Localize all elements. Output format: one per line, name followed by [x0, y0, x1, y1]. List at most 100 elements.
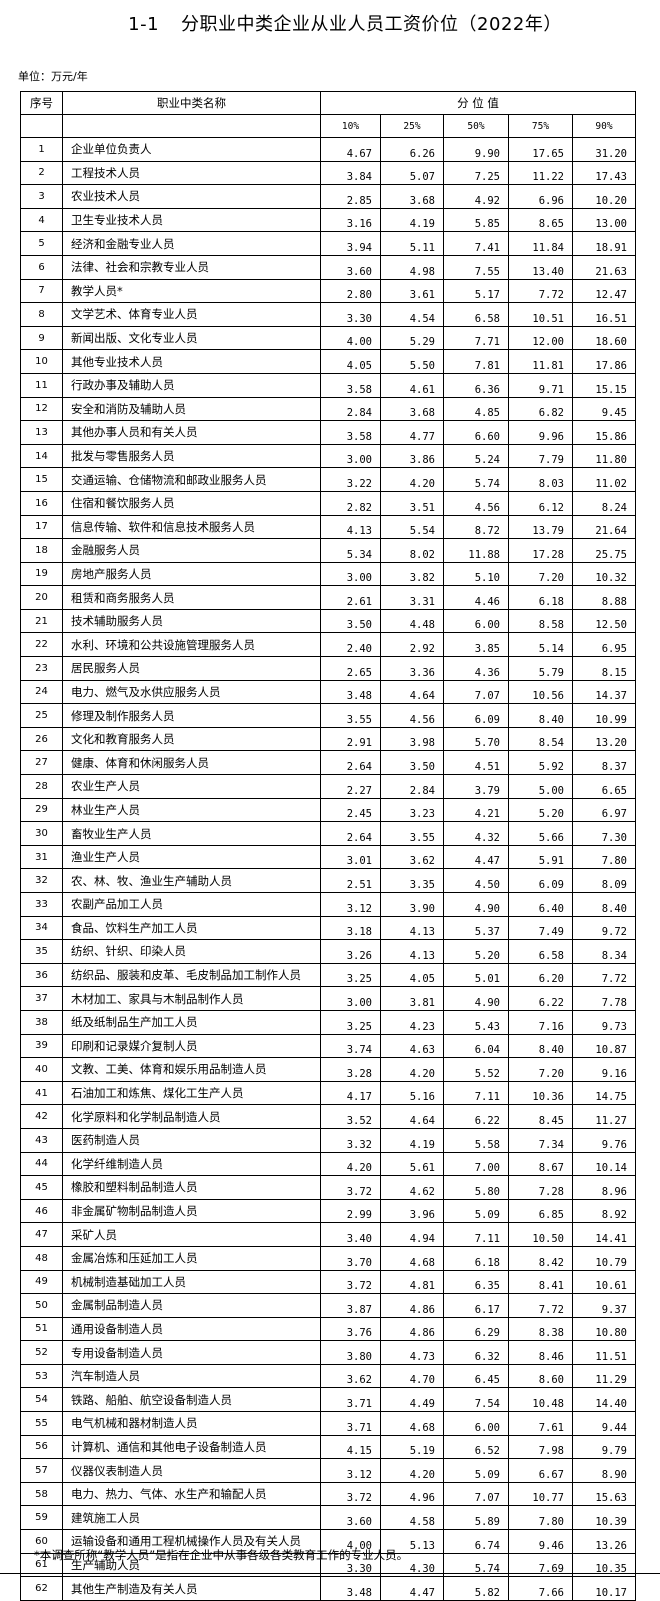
table-row: 15 交通运输、仓储物流和邮政业服务人员 3.22 4.20 5.74 8.03 11.02 — [20, 467, 636, 492]
value-p90: 17.86 — [572, 349, 636, 374]
value-p90: 8.92 — [572, 1198, 636, 1224]
table-row: 6 法律、社会和宗教专业人员 3.60 4.98 7.55 13.40 21.63 — [20, 254, 636, 280]
value-p50: 11.88 — [443, 538, 509, 563]
value-p75: 8.03 — [508, 467, 573, 492]
value-p25: 5.61 — [380, 1151, 444, 1177]
value-p75: 10.56 — [508, 679, 573, 705]
value-p10: 3.62 — [320, 1363, 381, 1389]
value-p75: 7.98 — [508, 1434, 573, 1460]
value-p90: 8.88 — [572, 585, 636, 610]
value-p50: 4.32 — [443, 821, 509, 846]
value-p75: 9.46 — [508, 1529, 573, 1554]
row-name: 农业技术人员 — [62, 184, 321, 209]
footnote: *本调查所称“教学人员”是指在企业中从事各级各类教育工作的专业人员。 — [34, 1548, 409, 1562]
row-name: 化学纤维制造人员 — [62, 1151, 321, 1177]
row-seq: 55 — [20, 1411, 63, 1436]
value-p25: 4.20 — [380, 1057, 444, 1082]
value-p75: 5.66 — [508, 821, 573, 846]
value-p50: 7.25 — [443, 160, 509, 186]
value-p10: 3.25 — [320, 1009, 381, 1035]
value-p75: 17.65 — [508, 137, 573, 162]
value-p75: 6.58 — [508, 939, 573, 964]
row-name: 健康、体育和休闲服务人员 — [62, 750, 321, 776]
table-row: 39 印刷和记录媒介复制人员 3.74 4.63 6.04 8.40 10.87 — [20, 1033, 636, 1059]
value-p50: 3.79 — [443, 774, 509, 799]
value-p25: 5.19 — [380, 1434, 444, 1460]
row-name: 水利、环境和公共设施管理服务人员 — [62, 632, 321, 658]
table-row: 3 农业技术人员 2.85 3.68 4.92 6.96 10.20 — [20, 184, 636, 209]
value-p75: 8.46 — [508, 1340, 573, 1365]
table-row: 30 畜牧业生产人员 2.64 3.55 4.32 5.66 7.30 — [20, 821, 636, 846]
row-name: 企业单位负责人 — [62, 137, 321, 162]
table-row: 53 汽车制造人员 3.62 4.70 6.45 8.60 11.29 — [20, 1363, 636, 1389]
value-p75: 8.38 — [508, 1316, 573, 1342]
value-p25: 4.64 — [380, 679, 444, 705]
value-p50: 5.52 — [443, 1057, 509, 1082]
value-p90: 9.76 — [572, 1127, 636, 1153]
value-p75: 8.54 — [508, 726, 573, 752]
value-p75: 10.50 — [508, 1222, 573, 1247]
table-row: 24 电力、燃气及水供应服务人员 3.48 4.64 7.07 10.56 14.37 — [20, 679, 636, 705]
row-seq: 31 — [20, 844, 63, 870]
value-p10: 4.17 — [320, 1080, 381, 1106]
value-p50: 5.09 — [443, 1458, 509, 1483]
header-p10: 10% — [320, 114, 381, 138]
value-p90: 11.02 — [572, 467, 636, 492]
row-seq: 43 — [20, 1127, 63, 1153]
row-name: 铁路、船舶、航空设备制造人员 — [62, 1387, 321, 1413]
value-p10: 3.74 — [320, 1033, 381, 1059]
value-p50: 7.71 — [443, 325, 509, 351]
value-p50: 7.11 — [443, 1222, 509, 1247]
value-p75: 8.65 — [508, 207, 573, 233]
value-p10: 2.61 — [320, 585, 381, 610]
header-percentile-group: 分 位 值 — [320, 91, 636, 115]
value-p75: 7.20 — [508, 561, 573, 587]
value-p50: 5.70 — [443, 726, 509, 752]
value-p90: 9.79 — [572, 1434, 636, 1460]
table-row: 27 健康、体育和休闲服务人员 2.64 3.50 4.51 5.92 8.37 — [20, 750, 636, 776]
table-row: 55 电气机械和器材制造人员 3.71 4.68 6.00 7.61 9.44 — [20, 1411, 636, 1436]
value-p90: 8.90 — [572, 1458, 636, 1483]
value-p25: 4.70 — [380, 1363, 444, 1389]
value-p90: 8.15 — [572, 656, 636, 681]
value-p50: 6.00 — [443, 1411, 509, 1436]
row-name: 法律、社会和宗教专业人员 — [62, 254, 321, 280]
value-p25: 2.92 — [380, 632, 444, 658]
value-p90: 13.20 — [572, 726, 636, 752]
value-p50: 7.11 — [443, 1080, 509, 1106]
table-row: 9 新闻出版、文化专业人员 4.00 5.29 7.71 12.00 18.60 — [20, 325, 636, 351]
value-p25: 4.96 — [380, 1481, 444, 1507]
value-p90: 6.65 — [572, 774, 636, 799]
value-p90: 7.72 — [572, 962, 636, 988]
row-seq: 57 — [20, 1458, 63, 1483]
row-seq: 39 — [20, 1033, 63, 1059]
value-p90: 18.60 — [572, 325, 636, 351]
value-p90: 10.79 — [572, 1245, 636, 1271]
row-name: 金属制品制造人员 — [62, 1293, 321, 1318]
value-p25: 4.64 — [380, 1104, 444, 1129]
value-p50: 5.17 — [443, 278, 509, 304]
header-empty — [20, 114, 63, 138]
table-row: 42 化学原料和化学制品制造人员 3.52 4.64 6.22 8.45 11.27 — [20, 1104, 636, 1129]
value-p75: 5.00 — [508, 774, 573, 799]
row-seq: 45 — [20, 1175, 63, 1200]
row-name: 木材加工、家具与木制品制作人员 — [62, 986, 321, 1011]
value-p50: 4.90 — [443, 986, 509, 1011]
value-p90: 10.14 — [572, 1151, 636, 1177]
value-p25: 4.77 — [380, 420, 444, 445]
value-p25: 3.86 — [380, 443, 444, 469]
value-p25: 8.02 — [380, 538, 444, 563]
value-p90: 7.80 — [572, 844, 636, 870]
value-p25: 3.31 — [380, 585, 444, 610]
value-p90: 18.91 — [572, 231, 636, 256]
row-name: 文学艺术、体育专业人员 — [62, 302, 321, 327]
value-p25: 5.13 — [380, 1529, 444, 1554]
value-p10: 2.85 — [320, 184, 381, 209]
value-p25: 4.94 — [380, 1222, 444, 1247]
value-p90: 12.47 — [572, 278, 636, 304]
value-p25: 3.98 — [380, 726, 444, 752]
value-p25: 4.49 — [380, 1387, 444, 1413]
value-p90: 9.73 — [572, 1009, 636, 1035]
value-p10: 3.32 — [320, 1127, 381, 1153]
value-p25: 3.50 — [380, 750, 444, 776]
